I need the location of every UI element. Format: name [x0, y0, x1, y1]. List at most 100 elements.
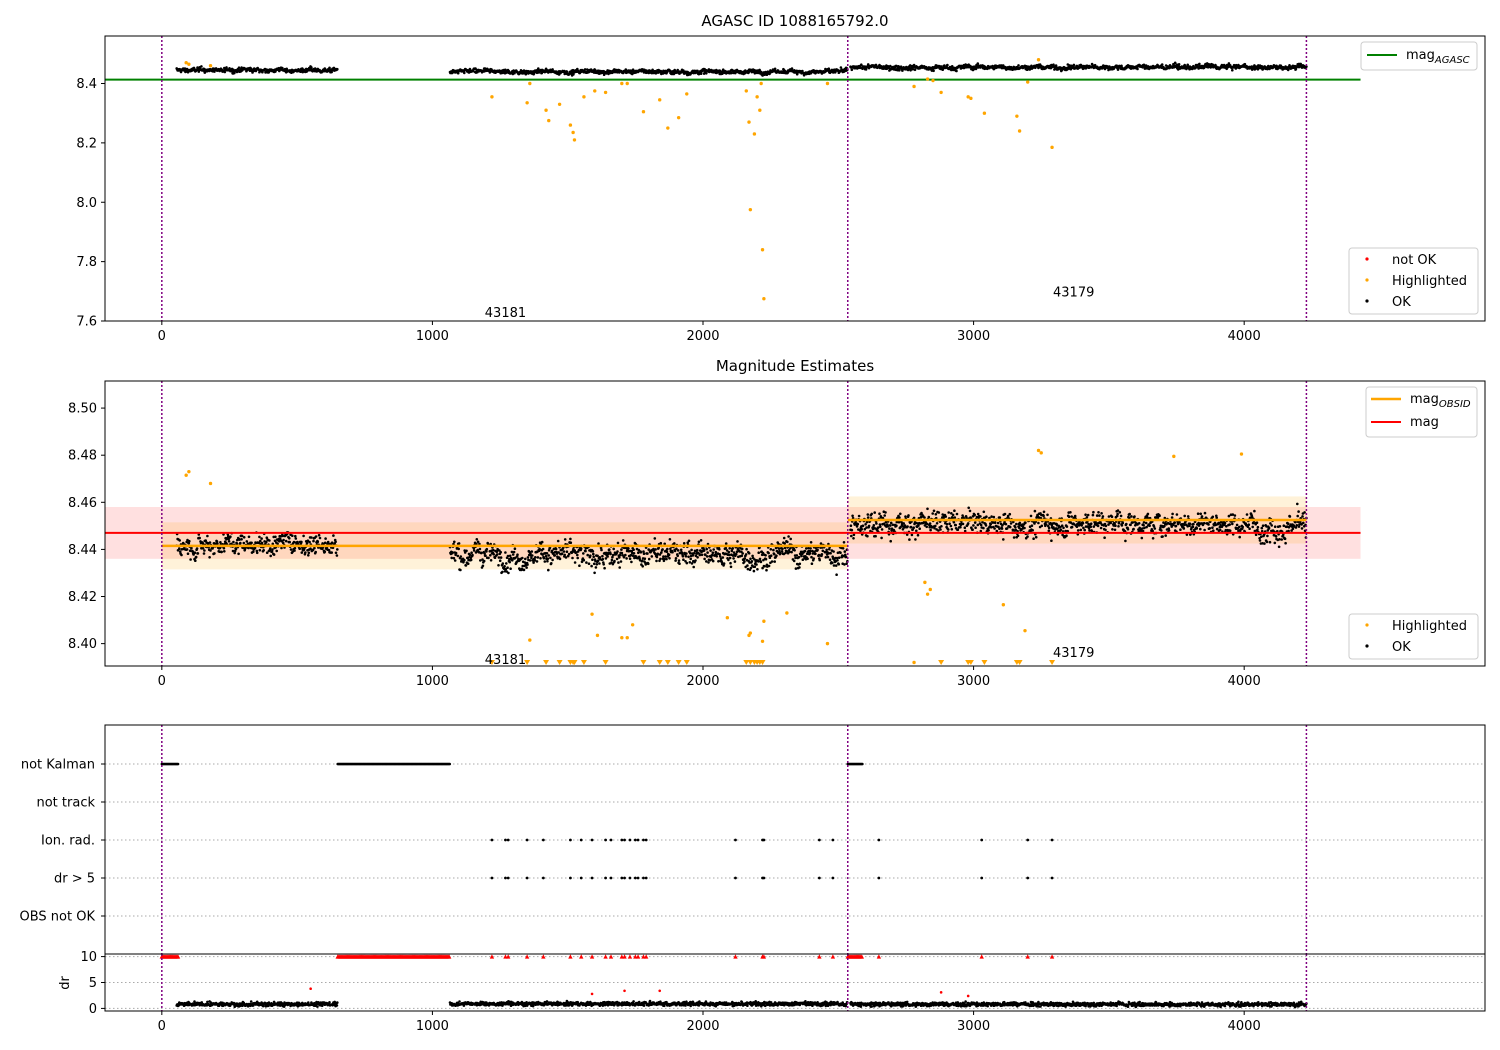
ok-point	[1083, 528, 1086, 532]
ok-point	[281, 541, 285, 545]
ok-point	[664, 555, 667, 558]
ok-point	[967, 506, 970, 510]
ok-point	[1059, 528, 1063, 532]
ok-point	[1208, 527, 1212, 530]
ok-point	[330, 551, 334, 554]
ok-point	[571, 556, 574, 560]
highlighted-point	[762, 619, 766, 623]
ok-point	[300, 551, 304, 554]
ok-point	[551, 558, 554, 562]
ok-point	[642, 552, 646, 555]
highlighted-point	[490, 95, 494, 99]
legend-label-highlighted: Highlighted	[1392, 619, 1467, 634]
ok-point	[765, 568, 768, 572]
ok-point	[504, 567, 508, 571]
ok-point	[665, 550, 669, 553]
ok-point	[1278, 538, 1281, 541]
ok-point	[682, 558, 685, 561]
ok-point	[558, 557, 562, 561]
ok-point	[918, 527, 921, 530]
ok-point	[728, 547, 731, 550]
ok-point	[265, 540, 268, 544]
ok-point	[1016, 534, 1020, 538]
ok-point	[743, 560, 746, 563]
ok-point	[953, 516, 957, 519]
ok-point	[1079, 528, 1083, 532]
ok-point	[678, 562, 681, 565]
ok-point	[843, 563, 846, 566]
ok-point	[996, 521, 1000, 525]
ok-point	[950, 528, 954, 531]
ok-point	[878, 523, 882, 526]
ok-point	[533, 559, 537, 562]
ok-point	[1286, 522, 1290, 525]
ok-point	[456, 71, 460, 75]
ok-point	[1224, 528, 1228, 532]
ok-point	[850, 68, 854, 72]
ok-point	[807, 546, 810, 550]
ok-point	[615, 557, 619, 561]
ok-point	[618, 556, 621, 559]
ok-point	[463, 558, 466, 562]
ok-point	[1170, 525, 1173, 528]
ok-point	[810, 562, 814, 565]
ok-point	[571, 68, 575, 72]
ok-point	[1014, 526, 1017, 529]
legend-label-ok: OK	[1392, 295, 1411, 310]
ok-point	[1161, 535, 1164, 538]
ok-point	[1254, 533, 1258, 536]
ok-point	[508, 554, 512, 558]
ytick-label: 8.4	[76, 77, 97, 92]
ok-point	[860, 527, 863, 531]
highlighted-point	[528, 81, 532, 86]
ok-point	[684, 560, 687, 563]
ok-point	[281, 66, 284, 70]
ok-point	[681, 554, 685, 558]
ok-point	[632, 552, 636, 555]
ok-point	[1144, 521, 1148, 525]
ok-point	[818, 558, 821, 562]
ok-point	[545, 552, 549, 555]
ok-point	[1070, 515, 1073, 518]
highlighted-point	[1017, 129, 1022, 133]
ok-point	[852, 537, 855, 540]
ok-point	[1297, 510, 1300, 513]
ok-point	[1299, 520, 1302, 524]
ok-point	[899, 525, 902, 529]
ok-point	[454, 551, 458, 555]
ok-point	[316, 540, 320, 544]
ok-point	[744, 553, 748, 556]
ok-point	[912, 516, 916, 520]
ok-point	[258, 548, 262, 552]
ok-point	[522, 69, 526, 72]
ok-point	[821, 549, 825, 553]
ok-point	[659, 557, 662, 561]
ok-point	[993, 521, 997, 524]
ok-point	[1084, 67, 1088, 70]
highlighted-point	[725, 616, 730, 620]
ok-point	[733, 560, 737, 563]
ok-point	[472, 547, 476, 550]
ytick-label: 8.0	[76, 196, 97, 211]
ok-point	[714, 550, 718, 554]
ok-point	[1248, 527, 1251, 530]
ok-point	[296, 542, 300, 545]
ok-point	[1100, 512, 1103, 515]
ok-point	[534, 556, 537, 559]
ok-point	[989, 526, 993, 529]
ok-point	[336, 67, 339, 71]
panel2-obsid-label-43181: 43181	[485, 653, 526, 668]
highlighted-point	[557, 102, 562, 106]
ok-point	[1065, 534, 1068, 537]
highlighted-point	[1015, 114, 1019, 118]
ok-point	[202, 552, 206, 555]
ok-point	[618, 553, 622, 557]
ok-point	[724, 542, 728, 545]
ok-point	[1265, 540, 1269, 544]
ytick-label: 8.42	[68, 590, 97, 605]
ok-point	[952, 520, 956, 524]
ok-point	[696, 69, 699, 73]
ok-point	[1070, 525, 1074, 529]
ok-point	[963, 529, 967, 533]
ok-point	[954, 523, 957, 527]
